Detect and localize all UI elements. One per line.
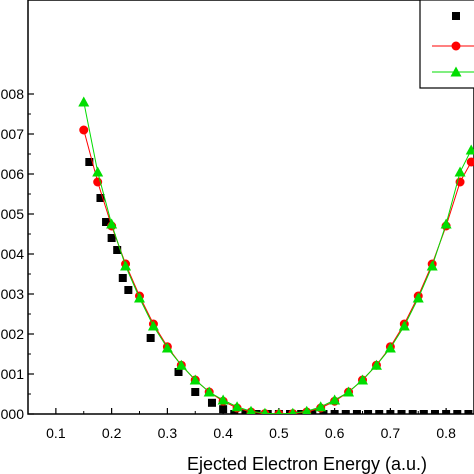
y-tick-label: 001 [1,366,25,382]
data-point [147,320,159,331]
data-point [419,410,428,414]
series-1 [85,158,473,414]
data-point [453,410,462,414]
series-2 [79,125,474,414]
data-point [330,410,339,414]
data-point [442,410,451,414]
data-point [134,292,145,303]
y-tick-label: 006 [1,166,25,182]
y-axis: 000 001 002 003 004 005 006 007 008 [1,86,34,422]
y-tick-label: 003 [1,286,25,302]
legend-marker [450,66,462,77]
data-point [246,405,256,414]
data-point [430,410,439,414]
data-point [106,218,118,229]
data-point [120,260,132,271]
data-point [408,410,417,414]
data-point [231,401,243,412]
data-point [102,218,111,226]
y-tick-label: 005 [1,206,25,222]
data-point [308,410,317,414]
data-point [319,410,328,414]
x-tick-label: 0.1 [46,425,66,441]
data-point [412,292,424,303]
data-point [207,398,216,407]
series-line [83,129,472,414]
y-tick-label: 000 [1,406,25,422]
x-tick-label: 0.8 [436,425,456,441]
data-point [440,218,452,229]
data-point [384,342,396,353]
data-point [397,410,406,414]
x-tick-label: 0.5 [269,425,289,441]
data-point [289,407,297,414]
data-point [364,410,373,414]
x-tick-label: 0.4 [213,425,233,441]
legend-marker [452,12,460,20]
data-point [343,386,355,397]
x-axis-title: Ejected Electron Energy (a.u.) [187,454,427,474]
data-point [398,320,410,331]
data-point [329,394,341,405]
data-point [464,410,473,414]
series-3 [78,96,474,414]
data-point [96,194,105,202]
plot-frame [27,0,474,415]
data-point [454,166,466,177]
data-point [370,359,382,370]
data-point [219,405,228,414]
y-tick-label: 007 [1,126,25,142]
series-layer [78,96,474,414]
data-point [375,410,384,414]
data-point [302,405,312,414]
data-point [189,374,201,385]
y-tick-label: 008 [1,86,25,102]
data-point [465,144,474,155]
data-point [191,388,200,396]
legend [419,0,474,89]
data-point [315,401,327,412]
data-point [161,342,173,353]
data-point [92,166,104,177]
legend-marker [451,41,461,51]
data-point [275,408,282,414]
y-tick-label: 004 [1,246,25,262]
data-point [174,368,183,376]
data-point [85,158,94,166]
legend-box [419,0,474,89]
data-point [357,374,368,385]
y-tick-label: 002 [1,326,25,342]
data-point [107,234,116,242]
x-axis: 0.1 0.2 0.3 0.4 0.5 0.6 0.7 0.8 [27,408,474,441]
data-point [386,410,395,414]
data-point [78,96,90,107]
data-point [175,359,187,370]
data-point [203,386,215,397]
data-point [113,246,122,254]
data-point [124,286,133,294]
x-tick-label: 0.2 [102,425,122,441]
data-point [217,394,229,405]
data-point [118,274,127,282]
data-point [426,260,438,271]
data-point [261,407,269,414]
data-point [241,410,250,414]
x-tick-label: 0.3 [158,425,178,441]
series-line [83,101,472,414]
data-point [466,157,474,167]
data-point [79,125,89,135]
data-point [352,410,361,414]
data-point [341,410,350,414]
x-tick-label: 0.7 [381,425,401,441]
x-tick-label: 0.6 [325,425,345,441]
data-point [230,410,239,414]
data-point [146,334,155,342]
